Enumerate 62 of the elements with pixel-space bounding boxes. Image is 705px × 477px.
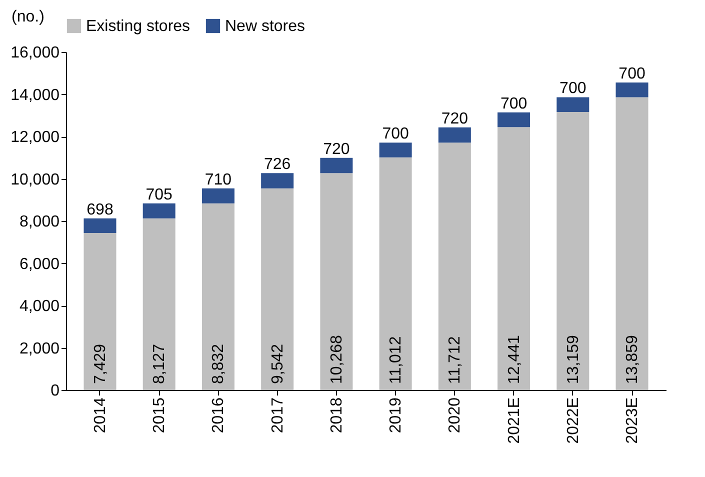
- bar: [202, 203, 234, 390]
- bar: [556, 112, 590, 390]
- data-label: 11,712: [446, 336, 464, 384]
- legend-label: New stores: [225, 18, 306, 35]
- y-tick-label: 12,000: [10, 129, 60, 146]
- bar: [261, 173, 294, 188]
- data-label: 10,268: [328, 334, 346, 384]
- bar: [320, 173, 353, 390]
- bar: [379, 142, 412, 158]
- bar: [556, 97, 590, 112]
- y-tick-label: 8,000: [19, 214, 60, 230]
- bar: [438, 142, 471, 390]
- x-tick-label: 2014: [92, 397, 109, 434]
- bar: [142, 218, 176, 390]
- x-tick-label: 2019: [388, 397, 405, 434]
- bar: [84, 233, 116, 390]
- y-tick-label: 4,000: [19, 298, 60, 315]
- data-label: 8,832: [210, 344, 228, 384]
- data-label: 8,127: [151, 344, 168, 384]
- data-label: 13,859: [624, 334, 642, 384]
- y-tick-label: 2,000: [19, 340, 60, 358]
- bar: [261, 188, 294, 390]
- y-tick-label: 0: [50, 382, 60, 400]
- bar: [84, 218, 116, 234]
- data-label: 13,159: [564, 334, 582, 384]
- data-label: 9,542: [269, 344, 286, 384]
- data-label: 700: [382, 126, 409, 143]
- x-tick-label: 2017: [269, 397, 286, 434]
- x-tick-label: 2016: [210, 397, 228, 434]
- bar: [616, 97, 648, 390]
- data-label: 700: [560, 80, 586, 98]
- y-tick-label: 16,000: [10, 44, 60, 62]
- data-label: 700: [500, 95, 528, 112]
- x-tick-label: 2015: [151, 397, 168, 434]
- x-tick-label: 2018: [328, 397, 346, 434]
- x-tick-label: 2022E: [564, 398, 582, 444]
- data-label: 700: [618, 65, 646, 82]
- bar: [202, 188, 234, 204]
- bar: [320, 158, 353, 174]
- x-tick-label: 2021E: [506, 398, 523, 444]
- data-label: 720: [323, 140, 350, 158]
- y-tick-label: 14,000: [10, 86, 60, 104]
- legend-label: Existing stores: [86, 18, 190, 35]
- bar: [498, 127, 530, 390]
- data-label: 12,441: [506, 334, 523, 384]
- y-tick-label: 6,000: [19, 256, 60, 273]
- x-tick-label: 2023E: [624, 398, 642, 444]
- data-label: 705: [146, 186, 173, 204]
- bar: [142, 203, 176, 218]
- bar: [379, 157, 412, 390]
- data-label: 7,429: [92, 344, 109, 384]
- data-label: 720: [441, 110, 468, 128]
- y-tick-label: 10,000: [10, 171, 60, 188]
- bar: [498, 112, 530, 128]
- data-label: 710: [204, 171, 232, 188]
- x-tick-label: 2020: [446, 397, 464, 434]
- bar: [438, 127, 471, 143]
- bar: [616, 82, 648, 98]
- data-label: 11,012: [388, 336, 405, 384]
- data-label: 726: [264, 156, 291, 174]
- y-axis-title: (no.): [12, 8, 44, 26]
- data-label: 698: [86, 201, 114, 218]
